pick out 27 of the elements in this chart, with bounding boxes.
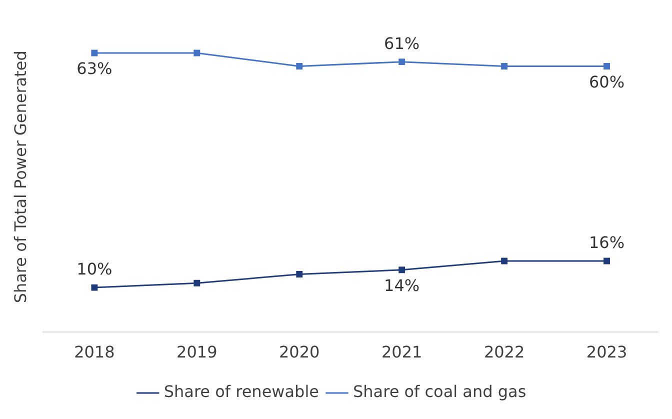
point [398,58,406,66]
data-label: 16% [588,233,625,252]
point [296,271,303,278]
legend-label: Share of renewable [164,382,319,402]
x-tick-label: 2018 [74,342,115,362]
legend-label: Share of coal and gas [352,382,526,402]
point [91,284,98,291]
data-label: 63% [76,59,112,78]
point [501,258,508,264]
point [501,63,508,70]
x-tick-label: 2020 [279,342,320,362]
x-tick-label: 2022 [484,342,525,362]
y-axis-title: Share of Total Power Generated [10,50,30,304]
x-tick-label: 2023 [586,342,628,362]
point [604,63,610,70]
point [604,258,610,264]
x-tick-label: 2019 [176,342,218,362]
point [194,280,200,286]
data-label: 61% [384,34,420,53]
data-label: 14% [384,276,420,295]
point [296,63,303,70]
point [194,50,200,56]
x-tick-label: 2021 [381,342,422,362]
data-label: 10% [76,260,112,279]
point [91,50,98,56]
data-label: 60% [588,72,625,92]
point [398,266,406,274]
